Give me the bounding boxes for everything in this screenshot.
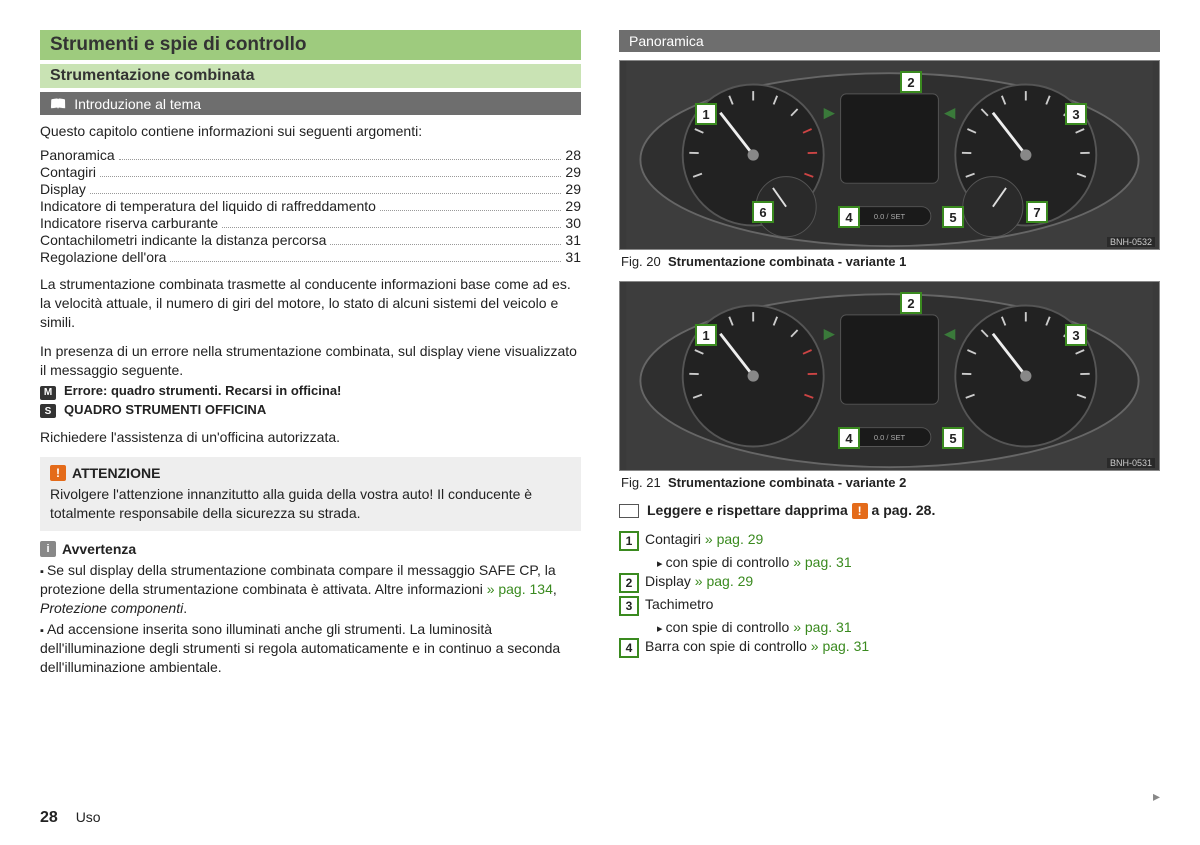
- figure-1-id: BNH-0532: [1107, 237, 1155, 247]
- callout-3: 3: [1065, 103, 1087, 125]
- chapter-title: Strumenti e spie di controllo: [40, 30, 581, 60]
- info-icon: i: [40, 541, 56, 557]
- intro-text: Questo capitolo contiene informazioni su…: [40, 123, 581, 139]
- toc-entry: Display29: [40, 181, 581, 197]
- callout-1: 1: [695, 103, 717, 125]
- page-ref-link: » pag. 134: [487, 581, 553, 597]
- paragraph-3: Richiedere l'assistenza di un'officina a…: [40, 428, 581, 447]
- page-footer: 28 Uso: [40, 809, 101, 827]
- warning-icon: !: [50, 465, 66, 481]
- right-section-title: Panoramica: [629, 33, 704, 49]
- toc-entry: Regolazione dell'ora31: [40, 249, 581, 265]
- warning-box: ! ATTENZIONE Rivolgere l'attenzione inna…: [40, 457, 581, 531]
- callout-4: 4: [838, 206, 860, 228]
- msg-badge-s: S: [40, 404, 56, 418]
- callout-item: 1Contagiri » pag. 29: [619, 531, 1160, 551]
- right-column: Panoramica 0.0 / SET BNH-0532 1 2 3 4 5 6 7 Fi…: [619, 30, 1160, 678]
- read-first-line: Leggere e rispettare dapprima ! a pag. 2…: [619, 502, 1160, 519]
- paragraph-2: In presenza di un errore nella strumenta…: [40, 342, 581, 380]
- callout-3: 3: [1065, 324, 1087, 346]
- warning-title: ATTENZIONE: [72, 465, 160, 481]
- figure-2-id: BNH-0531: [1107, 458, 1155, 468]
- msg-text-2: QUADRO STRUMENTI OFFICINA: [64, 402, 266, 417]
- callout-7: 7: [1026, 201, 1048, 223]
- callout-5: 5: [942, 427, 964, 449]
- continue-arrow-icon: ▸: [1153, 788, 1160, 805]
- callout-6: 6: [752, 201, 774, 223]
- note-bullet-2: Ad accensione inserita sono illuminati a…: [40, 620, 581, 677]
- callout-item: 2Display » pag. 29: [619, 573, 1160, 593]
- error-msg-2: S QUADRO STRUMENTI OFFICINA: [40, 402, 581, 419]
- callout-2: 2: [900, 292, 922, 314]
- warning-text: Rivolgere l'attenzione innanzitutto alla…: [50, 485, 571, 523]
- msg-text-1: Errore: quadro strumenti. Recarsi in off…: [64, 383, 341, 398]
- callout-subitem: con spie di controllo » pag. 31: [657, 554, 1160, 570]
- svg-text:0.0 / SET: 0.0 / SET: [874, 433, 906, 442]
- note-title: Avvertenza: [62, 541, 136, 557]
- subsection-title: Introduzione al tema: [74, 96, 201, 112]
- note-bullet-1: Se sul display della strumentazione comb…: [40, 561, 581, 618]
- callout-subitem: con spie di controllo » pag. 31: [657, 619, 1160, 635]
- book-icon: [50, 95, 66, 112]
- left-column: Strumenti e spie di controllo Strumentaz…: [40, 30, 581, 678]
- footer-section: Uso: [76, 809, 101, 825]
- toc-entry: Indicatore riserva carburante30: [40, 215, 581, 231]
- subsection-bar: Introduzione al tema: [40, 92, 581, 115]
- warning-icon: !: [852, 503, 868, 519]
- toc-entry: Panoramica28: [40, 147, 581, 163]
- section-title: Strumentazione combinata: [40, 64, 581, 88]
- callout-item-list: 1Contagiri » pag. 29 con spie di controll…: [619, 531, 1160, 658]
- msg-badge-m: M: [40, 386, 56, 400]
- figure-1: 0.0 / SET BNH-0532 1 2 3 4 5 6 7: [619, 60, 1160, 250]
- callout-item: 3Tachimetro: [619, 596, 1160, 616]
- page-number: 28: [40, 809, 58, 826]
- toc-list: Panoramica28Contagiri29Display29Indicato…: [40, 147, 581, 265]
- toc-entry: Contagiri29: [40, 164, 581, 180]
- callout-4: 4: [838, 427, 860, 449]
- toc-entry: Indicatore di temperatura del liquido di…: [40, 198, 581, 214]
- callout-1: 1: [695, 324, 717, 346]
- book-icon: [619, 504, 639, 518]
- toc-entry: Contachilometri indicante la distanza pe…: [40, 232, 581, 248]
- note-heading: i Avvertenza: [40, 541, 581, 557]
- right-section-bar: Panoramica: [619, 30, 1160, 52]
- callout-item: 4Barra con spie di controllo » pag. 31: [619, 638, 1160, 658]
- error-msg-1: M Errore: quadro strumenti. Recarsi in o…: [40, 383, 581, 400]
- paragraph-1: La strumentazione combinata trasmette al…: [40, 275, 581, 332]
- figure-2: 0.0 / SET BNH-0531 1 2 3 4 5: [619, 281, 1160, 471]
- callout-2: 2: [900, 71, 922, 93]
- figure-1-caption: Fig. 20 Strumentazione combinata - varia…: [621, 254, 1160, 269]
- figure-2-caption: Fig. 21 Strumentazione combinata - varia…: [621, 475, 1160, 490]
- svg-text:0.0 / SET: 0.0 / SET: [874, 212, 906, 221]
- callout-5: 5: [942, 206, 964, 228]
